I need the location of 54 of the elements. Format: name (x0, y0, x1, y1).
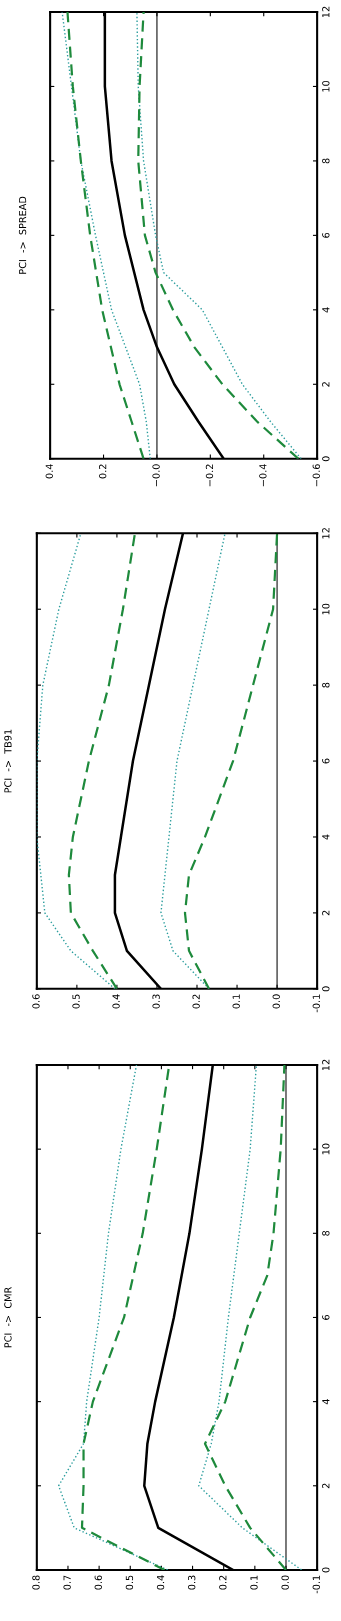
text: PCI -> TB91 (4, 729, 12, 793)
y-tick-label: 6 (322, 758, 330, 764)
x-tick-label: −0.6 (312, 464, 320, 487)
text: PCI -> CMR (4, 1287, 12, 1348)
x-tick-label: 0.2 (219, 1575, 227, 1590)
y-tick-label: 6 (322, 232, 330, 238)
line-series (160, 533, 226, 989)
y-tick-label: 6 (322, 1314, 330, 1320)
x-tick-label: 0.5 (125, 1575, 134, 1590)
text: PCI -> SPREAD (18, 196, 27, 274)
x-tick-label: 0.4 (45, 464, 53, 479)
y-tick-label: 0 (322, 456, 330, 462)
x-tick-label: 0.6 (32, 994, 40, 1009)
x-tick-label: 0.2 (192, 994, 200, 1009)
y-tick-label: 10 (322, 80, 330, 92)
line-series (198, 1065, 303, 1570)
x-tick-label: 0.4 (156, 1575, 165, 1590)
x-tick-label: 0.1 (232, 994, 240, 1009)
x-tick-label: −0.2 (205, 464, 214, 487)
x-tick-label: 0.3 (152, 994, 160, 1009)
y-tick-label: 10 (322, 1143, 330, 1155)
x-tick-label: 0.8 (32, 1575, 40, 1590)
line-series (203, 1065, 288, 1570)
y-tick-label: 12 (322, 6, 330, 18)
y-tick-label: 8 (322, 158, 330, 164)
x-tick-label: 0.5 (72, 994, 80, 1009)
x-tick-label: 0.2 (98, 464, 107, 479)
y-tick-label: 4 (322, 1399, 330, 1405)
x-tick-label: 0.3 (188, 1575, 196, 1590)
x-tick-label: 0.6 (94, 1575, 102, 1590)
y-tick-label: 12 (322, 528, 330, 539)
x-tick-label: 0.0 (272, 994, 280, 1009)
y-tick-label: 4 (322, 834, 330, 840)
y-tick-label: 12 (322, 1059, 330, 1071)
x-tick-label: 0.1 (250, 1575, 258, 1590)
y-tick-label: 10 (322, 603, 330, 615)
x-tick-label: 0.7 (63, 1575, 71, 1590)
y-tick-label: 8 (322, 682, 330, 688)
line-series (57, 1065, 169, 1570)
y-tick-label: 2 (322, 910, 330, 916)
x-tick-label: −0.4 (259, 464, 267, 487)
y-tick-label: 2 (322, 1483, 330, 1489)
x-tick-label: -0.1 (312, 1575, 320, 1594)
x-tick-label: −0.0 (152, 464, 160, 487)
line-series (67, 533, 137, 989)
y-tick-label: 4 (322, 307, 330, 313)
x-tick-label: 0.4 (112, 994, 120, 1009)
y-tick-label: 0 (322, 986, 330, 992)
y-tick-label: 2 (322, 382, 330, 387)
line-series (183, 533, 279, 989)
y-tick-label: 0 (322, 1567, 330, 1573)
y-tick-label: 8 (322, 1230, 330, 1236)
x-tick-label: 0.0 (281, 1575, 289, 1590)
x-tick-label: -0.1 (312, 994, 320, 1013)
